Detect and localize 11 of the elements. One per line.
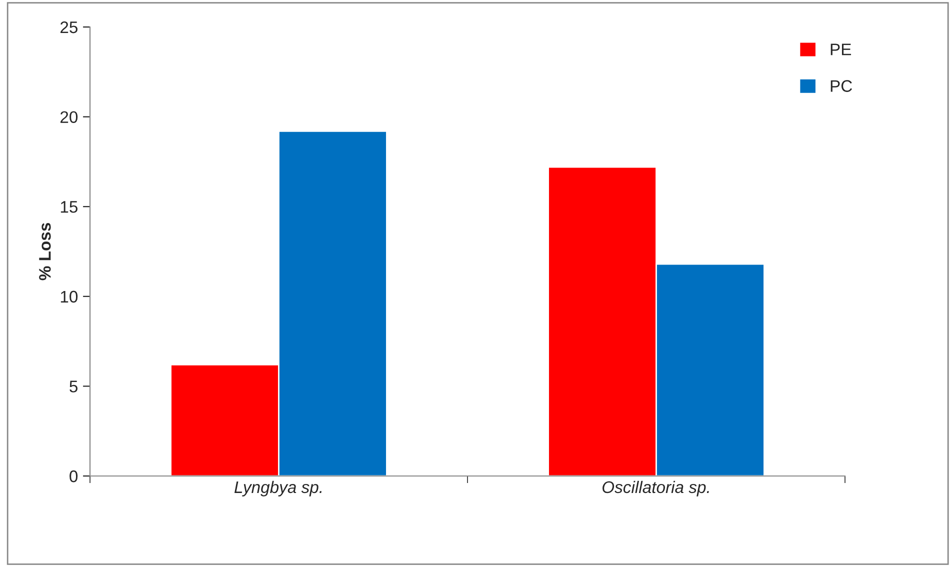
legend-label: PC xyxy=(830,80,852,92)
x-tick-label: Oscillatoria sp. xyxy=(602,480,709,496)
y-tick-label: 20 xyxy=(60,111,78,124)
y-axis-title: % Loss xyxy=(39,223,51,280)
y-tick-label: 0 xyxy=(70,470,78,482)
y-tick-label: 25 xyxy=(60,21,78,34)
x-tick-label: Lyngbya sp. xyxy=(234,480,322,496)
y-tick-label: 10 xyxy=(60,290,78,303)
y-tick-label: 5 xyxy=(70,380,78,392)
y-tick-label: 15 xyxy=(60,201,78,213)
legend-label: PE xyxy=(830,44,852,56)
